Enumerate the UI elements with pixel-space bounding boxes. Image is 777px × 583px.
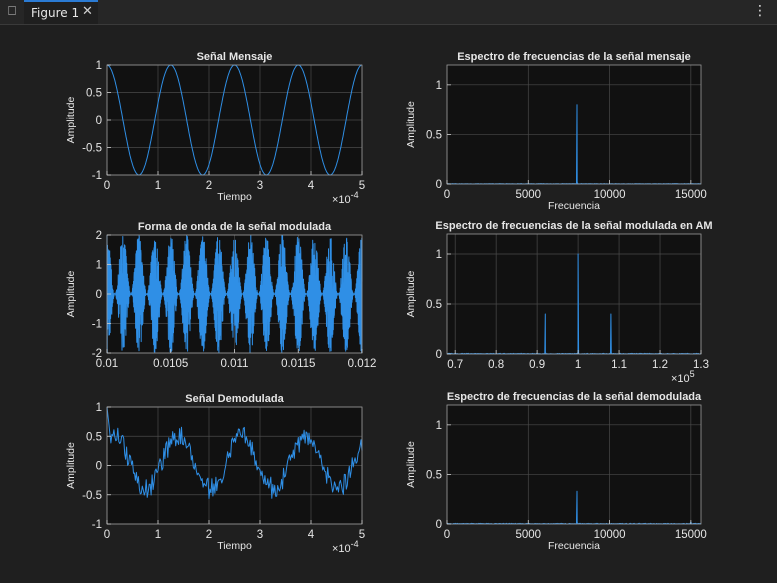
- x-exponent-value: -4: [351, 190, 359, 200]
- axes-box: [446, 233, 702, 355]
- x-tick-label: 0: [104, 180, 110, 192]
- x-tick-label: 5: [359, 180, 365, 192]
- x-tick-label: 15000: [675, 529, 707, 541]
- y-tick-label: 2: [96, 230, 102, 242]
- y-tick-label: 0: [96, 115, 102, 127]
- x-axis-label: Tiempo: [217, 540, 252, 552]
- y-tick-label: -0.5: [82, 143, 102, 155]
- y-axis-label: Amplitude: [65, 271, 77, 318]
- vertical-ellipsis-icon[interactable]: ⋮: [753, 3, 767, 19]
- x-tick-label: 0: [444, 189, 450, 201]
- plot-area: [447, 65, 701, 184]
- axes-p3: 0.01 0.0105 0.011 0.0115 0.012 -2 -1 0 1 2 Forma d…: [65, 221, 376, 370]
- y-tick-label: 0: [436, 519, 442, 531]
- x-tick-label: 1.3: [693, 359, 709, 371]
- chart-title: Señal Demodulada: [185, 393, 284, 405]
- y-tick-label: 0.5: [86, 88, 102, 100]
- chart-title: Espectro de frecuencias de la señal mens…: [457, 51, 691, 63]
- y-tick-label: 1: [96, 402, 102, 414]
- y-tick-label: 0.5: [86, 431, 102, 443]
- x-tick-label: 1.2: [652, 359, 668, 371]
- y-axis-label: Amplitude: [65, 97, 77, 144]
- y-tick-label: 1: [96, 260, 102, 272]
- x-tick-label: 1.1: [611, 359, 627, 371]
- y-tick-label: -1: [92, 319, 102, 331]
- x-exponent-value: 5: [690, 369, 695, 379]
- x-axis-label: Frecuencia: [548, 540, 600, 552]
- x-tick-label: 1: [155, 180, 161, 192]
- x-tick-label: 4: [308, 180, 315, 192]
- x-tick-label: 0.011: [221, 358, 249, 370]
- x-tick-label: 1: [155, 529, 161, 541]
- y-axis-label: Amplitude: [405, 441, 417, 488]
- x-exponent-label: ×105: [671, 369, 695, 385]
- chart-title: Espectro de frecuencias de la señal demo…: [447, 391, 702, 403]
- axes-box: [446, 404, 702, 525]
- plot-area: [447, 405, 701, 524]
- y-tick-label: 0.5: [426, 469, 442, 481]
- x-tick-label: 15000: [675, 189, 707, 201]
- axes-p4: 0.7 0.8 0.9 1 1.1 1.2 1.3 0 0.5 1 Espectro de frec…: [405, 220, 713, 385]
- x-tick-label: 5: [359, 529, 365, 541]
- x-tick-label: 0.012: [348, 358, 377, 370]
- axes-box: [446, 64, 702, 185]
- x-tick-label: 0.9: [529, 359, 545, 371]
- y-axis-label: Amplitude: [65, 442, 77, 489]
- x-axis-label: Frecuencia: [548, 200, 600, 212]
- chart-title: Señal Mensaje: [197, 51, 273, 63]
- x-tick-label: 5000: [515, 529, 541, 541]
- x-tick-label: 3: [257, 180, 263, 192]
- y-tick-label: -2: [92, 348, 102, 360]
- x-tick-label: 5000: [515, 189, 541, 201]
- y-tick-label: 1: [436, 80, 442, 92]
- y-tick-label: 1: [96, 60, 102, 72]
- chart-title: Espectro de frecuencias de la señal modu…: [435, 220, 712, 232]
- y-tick-label: 0: [436, 349, 442, 361]
- x-tick-label: 0: [444, 529, 450, 541]
- y-tick-label: 0.5: [426, 299, 442, 311]
- x-tick-label: 0: [104, 529, 110, 541]
- y-tick-label: -1: [92, 170, 102, 182]
- x-tick-label: 0.0115: [281, 358, 315, 370]
- x-tick-label: 4: [308, 529, 315, 541]
- plot-area: [447, 234, 701, 354]
- x-axis-label: Tiempo: [217, 191, 252, 203]
- x-exponent-value: -4: [351, 539, 359, 549]
- series-line-modulada-AM: [106, 234, 363, 354]
- axes-p6: 0 5000 10000 15000 0 0.5 1 Espectro de frecuenc…: [405, 391, 707, 552]
- y-tick-label: 0: [96, 289, 102, 301]
- y-tick-label: 0.5: [426, 129, 442, 141]
- y-axis-label: Amplitude: [405, 271, 417, 318]
- x-tick-label: 3: [257, 529, 263, 541]
- axes-p2: 0 5000 10000 15000 0 0.5 1 Espectro de frecuenc…: [405, 51, 707, 212]
- y-tick-label: 1: [436, 420, 442, 432]
- y-tick-label: 1: [436, 249, 442, 261]
- x-tick-label: 2: [206, 180, 212, 192]
- y-tick-label: 0: [436, 179, 442, 191]
- figure-tab-bar: ⎕ Figure 1 ✕ ⋮: [0, 0, 777, 25]
- y-tick-label: -0.5: [82, 490, 102, 502]
- tab-figure-1-label: Figure 1: [31, 6, 80, 20]
- chart-title: Forma de onda de la señal modulada: [138, 221, 332, 233]
- x-tick-label: 0.7: [447, 359, 463, 371]
- x-tick-label: 1: [575, 359, 581, 371]
- y-axis-label: Amplitude: [405, 101, 417, 148]
- x-tick-label: 10000: [594, 529, 626, 541]
- x-tick-label: 0.01: [96, 358, 118, 370]
- tab-figure-1[interactable]: Figure 1 ✕: [24, 0, 98, 24]
- axes-p5: 0 1 2 3 4 5 -1 -0.5 0 0.5 1 Señal Demodulada Tiempo A…: [65, 393, 365, 555]
- y-tick-label: 0: [96, 461, 102, 473]
- x-tick-label: 2: [206, 529, 212, 541]
- axes-p1: 0 1 2 3 4 5 -1 -0.5 0 0.5 1 Señal Mensaje Tiempo Ampl…: [65, 51, 365, 206]
- x-tick-label: 0.0105: [153, 358, 188, 370]
- close-icon[interactable]: ✕: [82, 4, 93, 19]
- x-tick-label: 10000: [594, 189, 626, 201]
- series-line-demodulada: [106, 406, 363, 499]
- x-tick-label: 0.8: [488, 359, 504, 371]
- window-menu-icon[interactable]: ⎕: [8, 4, 16, 19]
- y-tick-label: -1: [92, 519, 102, 531]
